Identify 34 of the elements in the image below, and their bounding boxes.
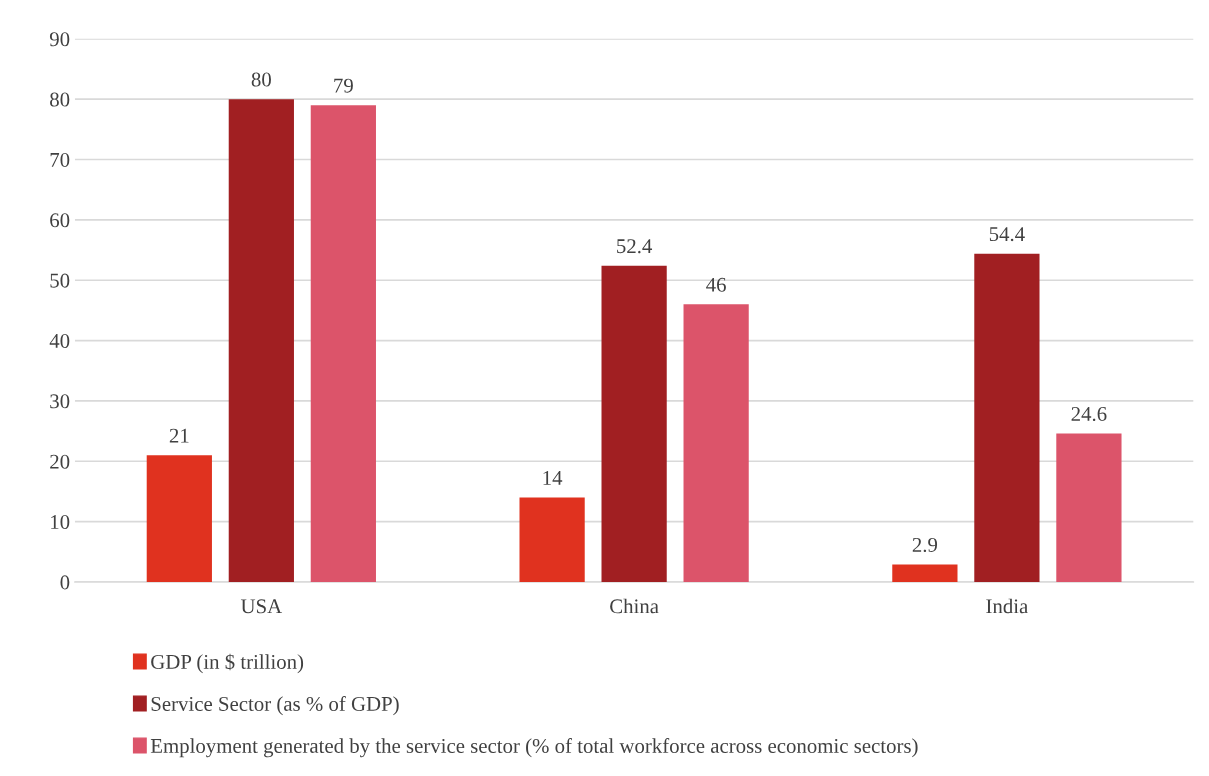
data-label: 21 [169,428,189,443]
bar [310,105,376,582]
y-tick-label: 70 [50,152,70,167]
y-tick-label: 20 [50,454,70,469]
y-tick-label: 80 [50,92,70,107]
data-label: 54.4 [989,227,1025,242]
y-tick-label: 10 [51,515,70,530]
bar [601,265,667,582]
legend-label: Service Sector (as % of GDP) [151,696,399,716]
data-label: 80 [251,72,271,87]
x-tick-label: USA [240,599,283,614]
bar [974,253,1040,582]
legend-label: GDP (in $ trillion) [151,653,304,674]
bar [228,99,294,582]
data-label: 46 [706,277,726,292]
bar [146,455,212,582]
y-tick-label: 50 [50,273,70,288]
y-tick-label: 40 [49,333,70,349]
data-label: 79 [334,78,353,93]
x-tick-label: India [986,598,1029,614]
bar [1056,433,1122,582]
y-tick-label: 30 [50,394,70,409]
bar [892,564,958,582]
y-tick-label: 0 [60,575,70,590]
data-label: 24.6 [1071,406,1107,422]
bar [519,497,585,582]
data-label: 14 [543,470,563,485]
y-tick-label: 90 [49,32,70,47]
data-label: 2.9 [912,537,938,553]
legend-label: Employment generated by the service sector (% of total workforce across economic sectors) [150,738,918,758]
y-tick-label: 60 [50,213,70,228]
data-label: 52.4 [617,239,653,254]
x-tick-label: China [610,598,659,614]
bar [683,304,749,582]
